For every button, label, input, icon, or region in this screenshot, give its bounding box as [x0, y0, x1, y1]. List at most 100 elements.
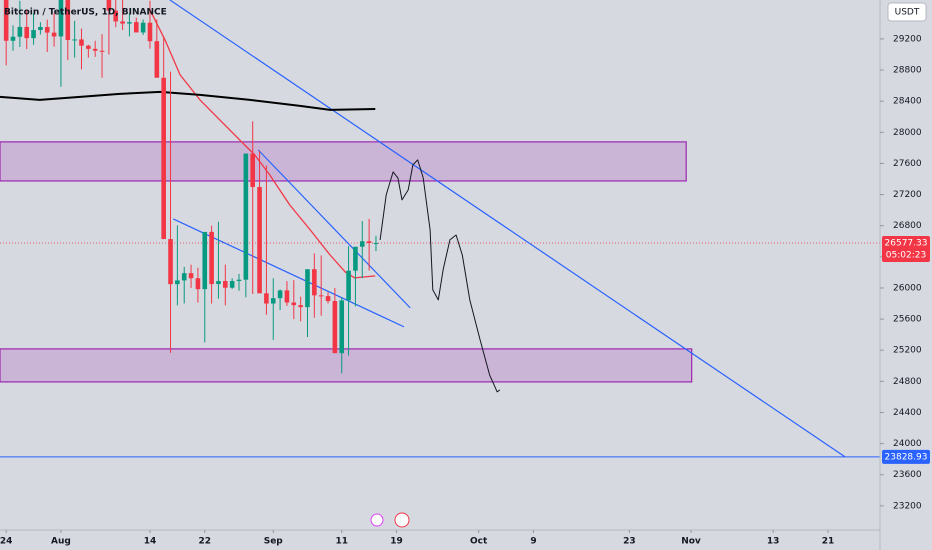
- candle-body: [264, 293, 269, 304]
- y-tick-label: 25200: [893, 346, 922, 356]
- y-tick-label: 27600: [893, 159, 922, 169]
- x-tick-label: Aug: [51, 537, 71, 547]
- candle-body: [86, 45, 91, 49]
- candle-body: [257, 187, 262, 294]
- y-tick-label: 26000: [893, 283, 922, 293]
- candle-body: [229, 281, 235, 288]
- indicator-line: [149, 9, 376, 279]
- candle-body: [154, 41, 160, 78]
- y-tick-label: 24800: [893, 377, 922, 387]
- candle-body: [312, 269, 317, 296]
- candle-body: [10, 36, 16, 41]
- plot-area: [0, 0, 880, 458]
- x-tick-label: Oct: [470, 537, 488, 547]
- candle-body: [181, 273, 187, 281]
- indicator-line: [0, 90, 376, 111]
- trendline: [257, 149, 411, 309]
- candle-body: [147, 22, 153, 42]
- candle-body: [216, 281, 221, 285]
- y-tick-label: 28800: [893, 66, 922, 76]
- x-tick-label: 24: [0, 537, 12, 547]
- candle-body: [38, 27, 43, 31]
- candle-body: [318, 295, 324, 297]
- candle-body: [250, 153, 256, 188]
- candle-body: [366, 241, 372, 244]
- y-tick-label: 24000: [893, 439, 922, 449]
- candle-body: [298, 305, 303, 308]
- y-tick-label: 23600: [893, 470, 922, 480]
- candle-body: [373, 243, 379, 245]
- event-icon[interactable]: [370, 513, 384, 527]
- candle-body: [284, 290, 290, 303]
- currency-label: USDT: [895, 8, 920, 18]
- candle-body: [223, 281, 228, 288]
- hline-label: 23828.93: [885, 452, 928, 462]
- candle-body: [92, 48, 98, 51]
- candle-body: [120, 21, 125, 24]
- candle-body: [291, 302, 297, 306]
- candle-body: [236, 279, 242, 282]
- x-tick-label: 23: [623, 537, 636, 547]
- candle-body: [353, 246, 358, 271]
- y-tick-label: 25600: [893, 315, 922, 325]
- last-price-tag: [882, 236, 930, 263]
- currency-button[interactable]: [887, 2, 927, 22]
- candle-body: [209, 231, 214, 285]
- trendline: [169, 0, 846, 458]
- candle-body: [325, 296, 331, 302]
- candle-body: [161, 77, 166, 240]
- x-tick-label: 19: [390, 537, 403, 547]
- candle-body: [58, 0, 64, 37]
- candle-body: [44, 27, 50, 33]
- candle-body: [72, 39, 77, 41]
- y-tick-label: 28000: [893, 128, 922, 138]
- candle-body: [346, 270, 351, 301]
- event-icon[interactable]: [394, 512, 410, 528]
- x-tick-label: 14: [144, 537, 157, 547]
- candle-body: [243, 153, 249, 280]
- candle-body: [332, 301, 338, 354]
- x-tick-label: Nov: [681, 537, 701, 547]
- candle-body: [31, 30, 36, 39]
- x-tick-label: 11: [335, 537, 348, 547]
- candle-body: [202, 231, 208, 290]
- chart-title: Bitcoin / TetherUS, 1D, BINANCE: [4, 8, 167, 18]
- candle-body: [359, 241, 365, 247]
- candle-body: [188, 273, 194, 279]
- candle-body: [168, 239, 173, 285]
- zone: [0, 348, 693, 383]
- candle-body: [17, 26, 23, 37]
- hline-tag: [882, 449, 930, 464]
- x-tick-label: 13: [767, 537, 780, 547]
- y-tick-label: 28400: [893, 97, 922, 107]
- candle-body: [277, 290, 283, 299]
- last-price-label: 26577.33: [885, 239, 928, 249]
- y-tick-label: 24400: [893, 408, 922, 418]
- x-tick-label: Sep: [264, 537, 284, 547]
- candle-body: [24, 26, 30, 39]
- countdown-label: 05:02:23: [886, 251, 926, 261]
- zone: [0, 141, 687, 182]
- indicator-line: [379, 159, 501, 393]
- candle-body: [305, 269, 310, 308]
- candle-body: [127, 22, 132, 24]
- y-tick-label: 29200: [893, 34, 922, 44]
- x-tick-label: 22: [198, 537, 211, 547]
- candle-body: [113, 10, 119, 22]
- candle-body: [65, 0, 71, 41]
- y-tick-label: 23200: [893, 501, 922, 511]
- candle-body: [106, 0, 112, 11]
- candle-body: [175, 280, 180, 285]
- x-tick-label: 9: [530, 537, 536, 547]
- candle-body: [339, 300, 345, 354]
- candle-body: [195, 278, 201, 290]
- candle-body: [140, 22, 146, 33]
- y-tick-label: 27200: [893, 190, 922, 200]
- y-tick-label: 26800: [893, 221, 922, 231]
- candle-body: [51, 32, 57, 37]
- candle-body: [79, 39, 84, 46]
- x-tick-label: 21: [822, 537, 835, 547]
- candle-body: [99, 50, 105, 52]
- candle-body: [270, 298, 276, 304]
